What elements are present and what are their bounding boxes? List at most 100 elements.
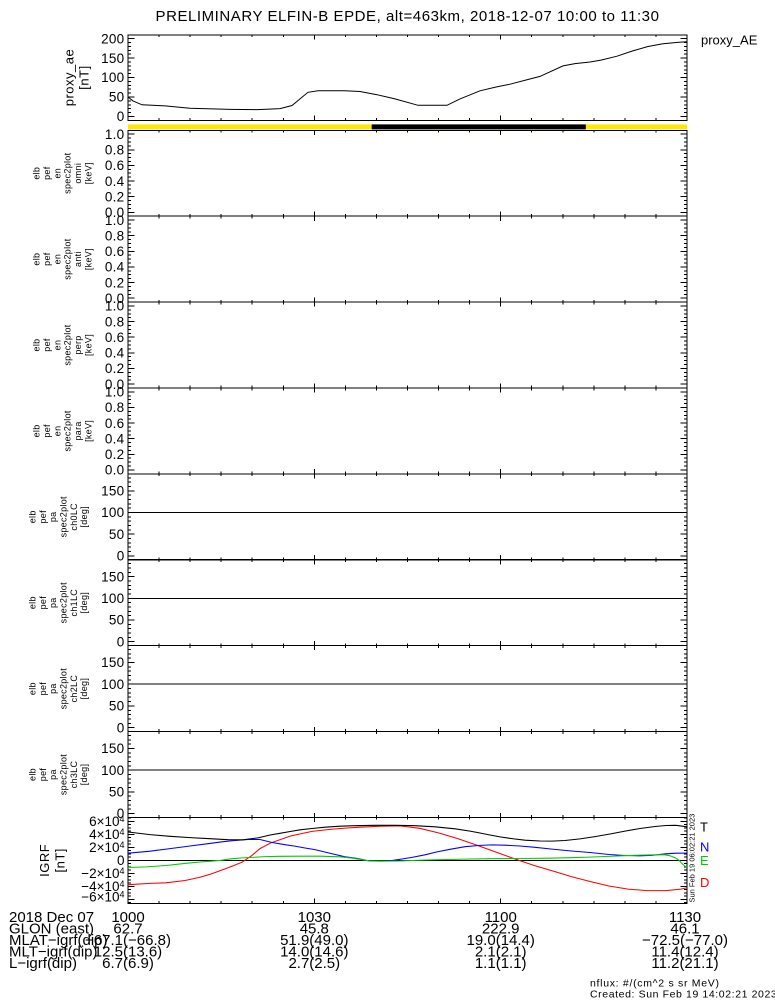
svg-text:150: 150 (101, 484, 124, 499)
svg-text:elb: elb (32, 424, 42, 437)
svg-text:0.6: 0.6 (105, 330, 125, 345)
svg-text:−72.5(−77.0): −72.5(−77.0) (642, 932, 728, 949)
svg-text:pef: pef (38, 510, 48, 524)
svg-text:50: 50 (109, 613, 125, 628)
svg-text:elb: elb (28, 510, 38, 523)
svg-text:en: en (52, 168, 62, 179)
svg-text:anti: anti (73, 251, 83, 267)
svg-text:0.4: 0.4 (105, 431, 125, 446)
svg-text:0.6: 0.6 (105, 158, 125, 173)
svg-text:GLON (east): GLON (east) (9, 920, 94, 937)
svg-text:proxy_ae: proxy_ae (62, 49, 77, 106)
svg-text:1130: 1130 (669, 909, 701, 926)
svg-text:222.9: 222.9 (482, 920, 520, 937)
svg-text:elb: elb (32, 253, 42, 266)
svg-text:pef: pef (42, 424, 52, 438)
svg-text:0.8: 0.8 (105, 143, 125, 158)
svg-text:[deg]: [deg] (79, 506, 89, 528)
svg-text:E: E (700, 853, 709, 868)
svg-text:en: en (52, 254, 62, 265)
svg-text:1030: 1030 (298, 909, 331, 926)
svg-text:0: 0 (117, 109, 125, 124)
svg-text:spec2plot: spec2plot (63, 410, 73, 451)
svg-text:0.4: 0.4 (105, 260, 125, 275)
svg-text:4×104: 4×104 (89, 827, 124, 842)
svg-text:0.6: 0.6 (105, 244, 125, 259)
svg-text:spec2plot: spec2plot (63, 324, 73, 365)
svg-text:ch0LC: ch0LC (69, 503, 79, 531)
svg-text:1.0: 1.0 (105, 385, 125, 400)
svg-text:100: 100 (101, 677, 124, 692)
svg-text:0.8: 0.8 (105, 228, 125, 243)
svg-text:0.8: 0.8 (105, 314, 125, 329)
svg-text:11.4(12.4): 11.4(12.4) (651, 943, 718, 960)
svg-text:pa: pa (48, 597, 58, 608)
svg-text:19.0(14.4): 19.0(14.4) (467, 932, 535, 949)
svg-text:spec2plot: spec2plot (63, 152, 73, 193)
svg-text:50: 50 (109, 699, 125, 714)
svg-text:0.2: 0.2 (105, 361, 125, 376)
svg-text:1.0: 1.0 (105, 127, 125, 142)
svg-text:0.2: 0.2 (105, 189, 125, 204)
svg-text:Sun Feb 19 06:02:21 2023: Sun Feb 19 06:02:21 2023 (688, 814, 697, 903)
svg-text:0.6: 0.6 (105, 416, 125, 431)
svg-text:0.8: 0.8 (105, 400, 125, 415)
svg-text:[deg]: [deg] (79, 678, 89, 700)
svg-text:−4×104: −4×104 (81, 879, 124, 894)
svg-text:para: para (73, 421, 83, 440)
svg-text:pef: pef (38, 682, 48, 696)
svg-text:pef: pef (38, 596, 48, 610)
svg-text:pa: pa (48, 683, 58, 694)
svg-text:pef: pef (38, 768, 48, 782)
svg-text:[deg]: [deg] (79, 764, 89, 786)
svg-text:ch1LC: ch1LC (69, 589, 79, 617)
svg-text:0.2: 0.2 (105, 447, 125, 462)
svg-text:1.0: 1.0 (105, 213, 125, 228)
svg-text:[keV]: [keV] (84, 248, 94, 270)
svg-text:[nT]: [nT] (53, 848, 68, 872)
svg-text:D: D (700, 875, 709, 890)
svg-text:50: 50 (109, 527, 125, 542)
svg-text:spec2plot: spec2plot (63, 238, 73, 279)
svg-text:50: 50 (109, 90, 125, 105)
svg-text:pef: pef (42, 166, 52, 180)
svg-text:0: 0 (117, 806, 125, 821)
svg-text:0.4: 0.4 (105, 346, 125, 361)
svg-text:2.1(2.1): 2.1(2.1) (475, 943, 527, 960)
svg-text:6×104: 6×104 (89, 814, 124, 829)
svg-text:50: 50 (109, 785, 125, 800)
svg-text:Created: Sun Feb 19 14:02:21 2: Created: Sun Feb 19 14:02:21 2023 (590, 989, 775, 1000)
svg-text:elb: elb (28, 682, 38, 695)
svg-text:12.5(13.6): 12.5(13.6) (94, 943, 162, 960)
svg-text:T: T (700, 820, 708, 835)
svg-text:0.0: 0.0 (105, 463, 125, 478)
svg-text:150: 150 (101, 569, 124, 584)
svg-text:nflux: #/(cm^2 s sr MeV): nflux: #/(cm^2 s sr MeV) (590, 978, 720, 990)
svg-text:omni: omni (73, 163, 83, 184)
svg-text:L−igrf(dip): L−igrf(dip) (9, 955, 77, 972)
svg-text:N: N (700, 840, 709, 855)
svg-text:0: 0 (117, 853, 125, 868)
svg-text:[deg]: [deg] (79, 592, 89, 614)
svg-text:45.8: 45.8 (300, 920, 329, 937)
svg-text:en: en (52, 426, 62, 437)
svg-text:[keV]: [keV] (84, 420, 94, 442)
svg-text:ch3LC: ch3LC (69, 761, 79, 789)
svg-text:[keV]: [keV] (84, 334, 94, 356)
svg-text:elb: elb (32, 339, 42, 352)
svg-text:200: 200 (101, 31, 124, 46)
svg-text:100: 100 (101, 591, 124, 606)
svg-text:2×104: 2×104 (89, 840, 124, 855)
svg-text:elb: elb (28, 596, 38, 609)
svg-text:−2×104: −2×104 (81, 866, 124, 881)
svg-text:2.7(2.5): 2.7(2.5) (288, 955, 340, 972)
svg-text:−67.1(−66.8): −67.1(−66.8) (85, 932, 171, 949)
svg-text:pa: pa (48, 769, 58, 780)
svg-text:pa: pa (48, 511, 58, 522)
svg-text:ch2LC: ch2LC (69, 675, 79, 703)
svg-text:14.0(14.6): 14.0(14.6) (280, 943, 348, 960)
svg-text:spec2plot: spec2plot (59, 496, 69, 537)
svg-text:[keV]: [keV] (84, 162, 94, 184)
svg-text:elb: elb (28, 768, 38, 781)
svg-text:150: 150 (101, 741, 124, 756)
